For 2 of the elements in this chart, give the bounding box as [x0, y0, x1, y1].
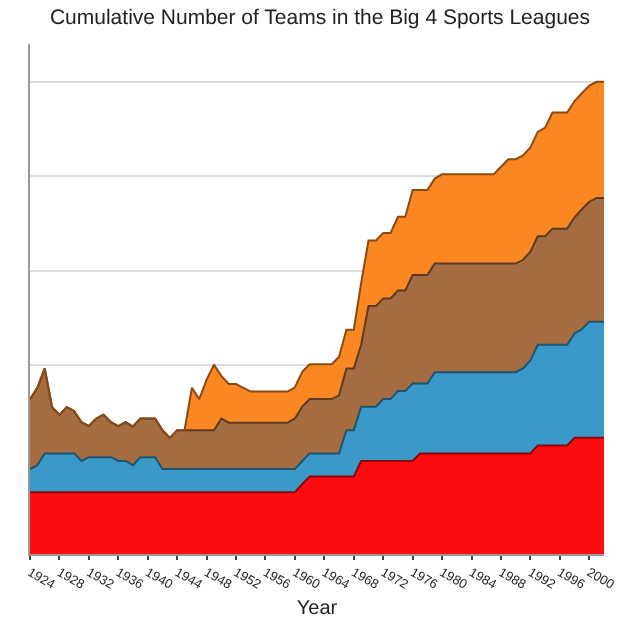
x-axis-title: Year [296, 598, 339, 621]
chart-title: Cumulative Number of Teams in the Big 4 Sports Leagues [49, 6, 591, 31]
